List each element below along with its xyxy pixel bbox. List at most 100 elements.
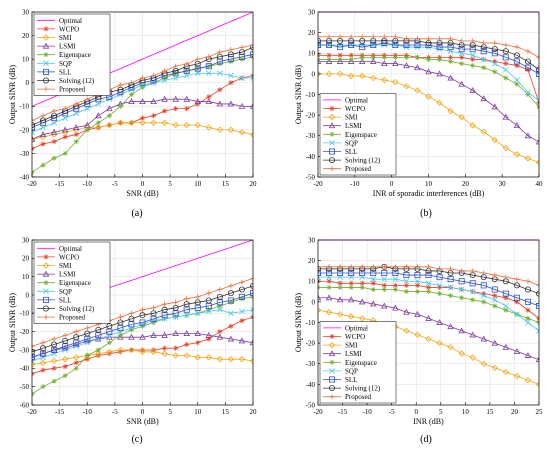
series-line-solving-12-	[318, 266, 539, 295]
marker-circle	[117, 319, 124, 326]
marker-plus	[492, 272, 498, 278]
marker-triangle	[502, 343, 510, 350]
legend-entry-label: SLL	[345, 148, 357, 156]
marker-plus	[525, 278, 531, 284]
marker-plus	[62, 332, 68, 338]
x-tick-label: -20	[27, 408, 37, 416]
marker-star	[84, 127, 90, 133]
marker-plus	[370, 264, 376, 270]
marker-plus	[128, 310, 135, 316]
marker-square	[139, 319, 146, 326]
marker-circle	[161, 306, 168, 313]
marker-diamond	[50, 131, 58, 138]
marker-plus	[184, 61, 190, 67]
marker-triangle	[392, 304, 399, 311]
marker-star	[425, 284, 432, 291]
marker-star	[359, 54, 365, 60]
marker-star	[337, 284, 343, 291]
series-group	[32, 11, 253, 175]
marker-triangle	[458, 327, 465, 334]
y-tick-label: 30	[22, 236, 30, 244]
marker-plus	[40, 340, 46, 346]
marker-star	[492, 303, 498, 309]
marker-triangle	[61, 126, 69, 133]
marker-circle	[491, 46, 498, 53]
marker-triangle	[358, 298, 366, 305]
marker-triangle	[469, 86, 476, 93]
series-line-smi	[32, 349, 253, 366]
marker-plus	[84, 96, 90, 102]
marker-square	[491, 286, 498, 293]
legend-entry-label: WCPO	[345, 333, 365, 341]
marker-plus	[217, 49, 223, 55]
marker-plus	[326, 264, 332, 270]
marker-x	[525, 319, 531, 326]
marker-star	[359, 284, 365, 291]
marker-triangle	[403, 308, 410, 315]
marker-square	[536, 70, 539, 77]
marker-square	[414, 42, 421, 49]
marker-diamond	[42, 34, 50, 41]
marker-star	[448, 54, 454, 60]
marker-triangle	[216, 100, 224, 107]
marker-diamond	[117, 119, 124, 126]
marker-triangle	[447, 323, 454, 330]
marker-plus	[184, 296, 190, 302]
marker-diamond	[480, 128, 487, 135]
marker-plus	[536, 54, 539, 60]
x-tick-label: 20	[250, 408, 258, 416]
marker-triangle	[205, 98, 213, 105]
marker-star	[195, 340, 201, 346]
marker-star	[84, 352, 90, 359]
legend-entry-label: Proposed	[59, 314, 86, 322]
marker-plus	[239, 44, 245, 50]
marker-square	[414, 272, 421, 279]
marker-circle	[84, 330, 91, 337]
x-tick-label: -10	[83, 180, 93, 188]
marker-circle	[524, 286, 531, 293]
marker-x	[491, 296, 498, 303]
marker-star	[239, 318, 245, 324]
marker-triangle	[205, 331, 213, 338]
marker-square	[447, 276, 454, 283]
marker-diamond	[161, 119, 168, 126]
marker-triangle	[50, 128, 58, 135]
marker-plus	[139, 75, 146, 81]
marker-diamond	[370, 74, 377, 82]
y-tick-label: -20	[20, 328, 30, 336]
marker-star	[206, 307, 212, 313]
legend-entry-label: SMI	[59, 262, 72, 270]
marker-x	[216, 70, 223, 77]
marker-x	[172, 314, 179, 320]
marker-circle	[43, 305, 50, 312]
series-line-lsmi	[318, 61, 539, 143]
y-tick-label: -50	[306, 173, 316, 181]
marker-star	[381, 282, 387, 288]
marker-star	[106, 351, 112, 357]
marker-diamond	[95, 350, 102, 357]
marker-star	[73, 365, 79, 371]
marker-star	[40, 367, 46, 373]
marker-plus	[370, 34, 376, 40]
x-tick-label: 20	[511, 408, 519, 416]
marker-star	[525, 91, 531, 98]
marker-star	[448, 58, 454, 65]
marker-square	[370, 269, 377, 276]
marker-circle	[513, 282, 520, 289]
marker-diamond	[425, 335, 432, 343]
marker-star	[370, 286, 376, 293]
marker-triangle	[325, 58, 333, 64]
marker-star	[425, 288, 432, 295]
marker-star	[459, 54, 465, 60]
marker-star	[414, 288, 421, 295]
legend-entry-label: Proposed	[59, 86, 86, 94]
x-tick-label: -5	[389, 408, 395, 416]
marker-star	[150, 113, 157, 119]
y-tick-label: -10	[20, 103, 30, 111]
marker-triangle	[392, 60, 399, 67]
marker-square	[326, 269, 333, 276]
marker-x	[205, 70, 212, 77]
y-tick-label: 10	[308, 278, 316, 286]
marker-star	[62, 363, 68, 370]
marker-diamond	[347, 72, 355, 80]
